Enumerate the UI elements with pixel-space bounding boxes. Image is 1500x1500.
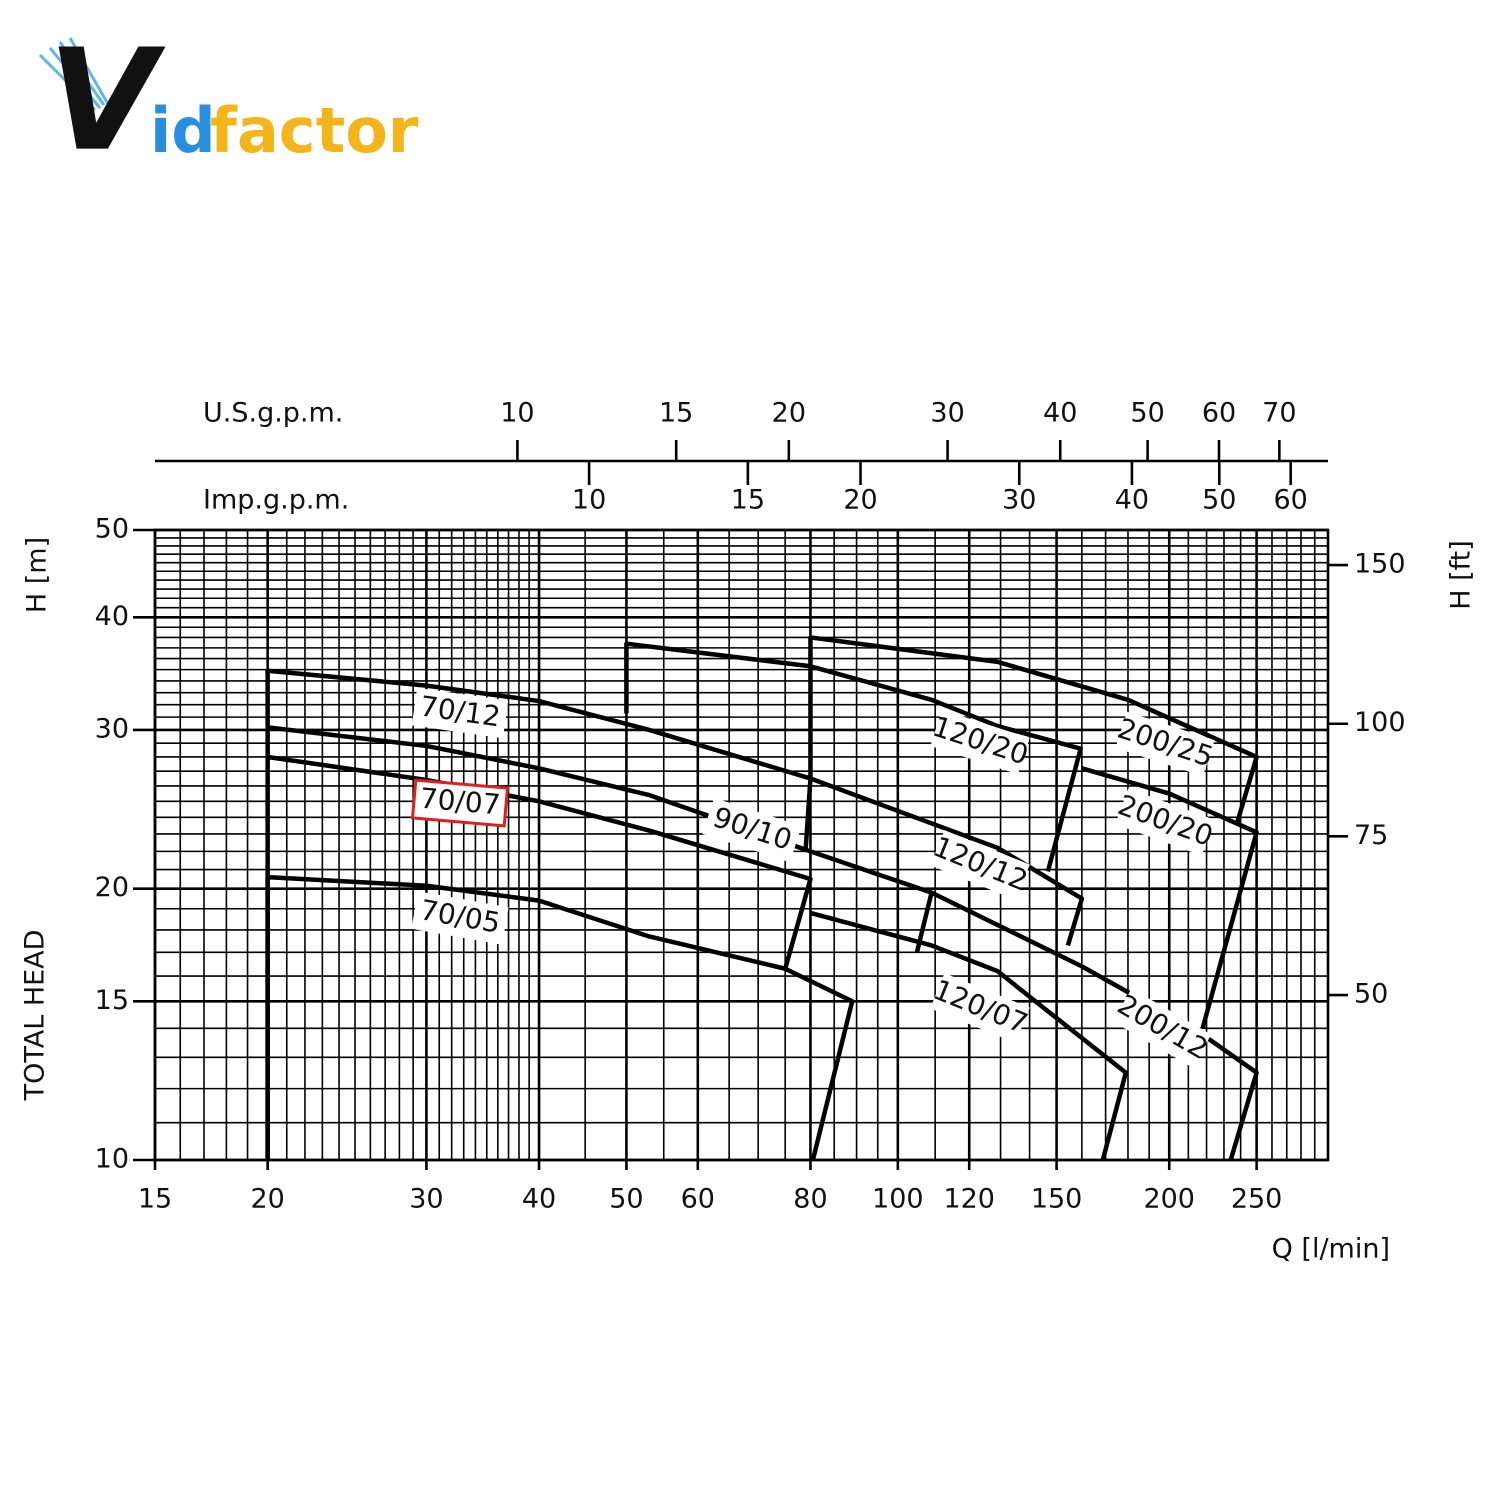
curve [267,754,813,970]
x-tick-label: 80 [793,1184,827,1215]
label-bg [1112,988,1212,1068]
y-tick-label: 10 [95,1144,129,1175]
top-tick-label: 10 [572,485,606,516]
label-bg [410,778,510,828]
logo-text: id [150,94,216,167]
y2-axis-title: H [ft] [1446,540,1477,610]
curve [265,874,855,1161]
x-tick-label: 250 [1231,1184,1283,1215]
logo: V id factor [38,20,419,183]
label-bg [1115,788,1215,856]
x-tick-label: 20 [250,1184,284,1215]
y-tick-label: 15 [95,985,129,1016]
x-tick-label: 40 [522,1184,556,1215]
curve [809,776,1085,947]
y2-tick-label: 100 [1354,707,1406,738]
top-tick-label: 15 [731,485,765,516]
top-tick-label: 70 [1262,398,1296,429]
top-tick-label: 60 [1202,398,1236,429]
curve-name: 200/20 [1114,788,1218,853]
label-bg [930,830,1030,900]
label-bg [702,797,802,863]
x-tick-label: 15 [138,1184,172,1215]
curve-name: 120/07 [929,973,1033,1041]
top-tick-label: 40 [1043,398,1077,429]
label-bg [411,687,509,739]
x-tick-label: 60 [681,1184,715,1215]
top-tick-label: 20 [772,398,806,429]
top-tick-label: 30 [1002,485,1036,516]
x-axis-title: Q [l/min] [1272,1234,1390,1265]
y2-tick-label: 50 [1354,979,1388,1010]
top-tick-label: 40 [1115,485,1149,516]
top-tick-label: 10 [500,398,534,429]
label-bg [930,709,1030,775]
label-bg [930,973,1030,1043]
logo-text: factor [210,94,419,167]
top-tick-label: 30 [930,398,964,429]
top-axis-label: U.S.g.p.m. [203,398,343,429]
curve-name: 200/25 [1114,712,1218,774]
y-axis-title: H [m] [22,537,53,613]
chart: 15 20 30 40 50 60 80 100 120 150 200 250 10 15 20 30 40 5… [20,398,1477,1265]
logo-mark: V [48,20,166,183]
x-tick-label: 120 [943,1184,995,1215]
curve [1081,766,1259,1029]
y-axis-title: TOTAL HEAD [20,930,51,1102]
y2-tick-label: 75 [1354,820,1388,851]
logo-rays [38,37,110,112]
curve [809,910,1129,1161]
top-tick-label: 60 [1274,485,1308,516]
plot-frame [153,528,1330,1162]
x-tick-label: 30 [409,1184,443,1215]
x-tick-label: 50 [609,1184,643,1215]
curve-label: 120/07 [929,973,1033,1043]
label-bg [411,891,509,945]
top-tick-label: 20 [843,485,877,516]
y2-tick-label: 150 [1354,549,1406,580]
top-axis-label: Imp.g.p.m. [203,485,349,516]
top-tick-label: 50 [1130,398,1164,429]
curve-name: 70/07 [418,782,501,822]
x-tick-label: 100 [872,1184,924,1215]
x-tick-label: 200 [1143,1184,1195,1215]
top-tick-label: 15 [659,398,693,429]
curve-name: 70/05 [418,893,503,940]
label-bg [1115,711,1215,777]
y-tick-label: 40 [95,601,129,632]
curve [808,635,1259,823]
y-tick-label: 20 [95,872,129,903]
top-tick-label: 50 [1202,485,1236,516]
y-tick-label: 30 [95,713,129,744]
y-tick-label: 50 [95,514,129,545]
curve-label: 70/07 [410,778,510,828]
curve [624,641,1083,873]
x-tick-label: 150 [1031,1184,1083,1215]
